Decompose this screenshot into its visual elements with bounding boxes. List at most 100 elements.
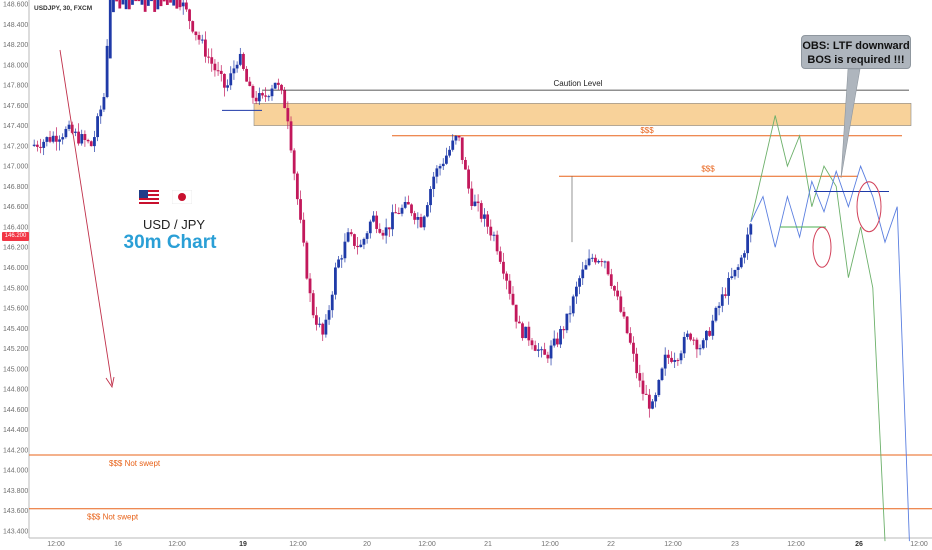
y-tick-label: 146.600	[3, 204, 28, 211]
japan-flag-icon	[171, 189, 193, 205]
candle-body	[473, 201, 477, 207]
candle-body	[365, 233, 369, 239]
candle-body	[410, 204, 413, 214]
candle-body	[216, 70, 220, 72]
candle-body	[521, 323, 524, 339]
candle-body	[105, 45, 109, 98]
candle-body	[251, 86, 255, 98]
x-tick-label: 20	[363, 541, 371, 548]
y-tick-label: 144.800	[3, 387, 28, 394]
candle-body	[552, 338, 556, 346]
candle-body	[727, 278, 731, 296]
candle-body	[229, 73, 233, 86]
y-tick-label: 146.400	[3, 224, 28, 231]
candle-body	[289, 121, 293, 151]
candle-body	[292, 150, 296, 174]
candle-body	[692, 339, 696, 341]
candle-body	[245, 68, 249, 82]
price-axis: 148.600 148.400 148.200 148.000 147.800 147.6…	[3, 2, 28, 536]
us-flag-icon	[139, 190, 159, 204]
candle-body	[391, 212, 394, 230]
candle-body	[565, 313, 569, 331]
x-tick-label: 12:00	[289, 541, 307, 548]
candle-body	[302, 219, 306, 243]
candle-body	[283, 90, 287, 109]
candle-body	[362, 238, 366, 245]
candle-body	[58, 139, 61, 142]
green-projection-path	[750, 115, 886, 542]
candle-body	[314, 315, 318, 325]
candle-body	[524, 326, 528, 339]
candle-body	[457, 135, 461, 138]
candle-body	[419, 217, 423, 228]
candle-body	[353, 234, 356, 246]
symbol-label: USDJPY, 30, FXCM	[34, 5, 93, 12]
y-tick-label: 145.200	[3, 346, 28, 353]
candle-body	[511, 293, 515, 305]
candle-body	[162, 0, 166, 2]
timeframe-title: 30m Chart	[123, 232, 217, 253]
candle-body	[194, 31, 198, 36]
candle-body	[299, 199, 302, 220]
candle-body	[387, 227, 391, 230]
candle-body	[695, 339, 699, 350]
y-tick-label: 144.400	[3, 427, 28, 434]
candle-body	[346, 232, 350, 242]
candle-body	[498, 251, 502, 262]
highlight-circle	[812, 226, 832, 268]
candle-body	[603, 261, 607, 263]
candle-body	[476, 201, 480, 204]
x-tick-label: 26	[855, 541, 863, 548]
candle-body	[172, 0, 176, 6]
candle-body	[213, 63, 217, 71]
y-tick-label: 147.600	[3, 103, 28, 110]
candle-body	[337, 259, 340, 268]
candle-body	[165, 0, 169, 5]
candle-body	[600, 261, 604, 263]
candle-body	[698, 348, 702, 350]
y-tick-label: 146.000	[3, 265, 28, 272]
candle-body	[625, 316, 629, 334]
candle-body	[257, 93, 261, 102]
x-tick-label: 12:00	[787, 541, 805, 548]
candle-body	[622, 311, 626, 317]
candle-body	[35, 144, 39, 147]
not-swept-label: $$$ Not swept	[109, 459, 161, 468]
candle-body	[470, 188, 474, 207]
candle-body	[67, 124, 71, 129]
candle-body	[454, 135, 458, 141]
down-arrow-line	[59, 49, 113, 386]
candle-body	[701, 340, 705, 349]
candle-body	[540, 349, 543, 351]
candle-body	[359, 244, 363, 248]
candle-body	[435, 168, 439, 177]
candle-body	[200, 39, 204, 41]
zones-layer	[253, 103, 912, 126]
supply-zone	[253, 103, 912, 126]
candle-body	[267, 96, 271, 98]
markup-layer	[59, 49, 889, 389]
y-tick-label: 145.000	[3, 366, 28, 373]
candle-body	[502, 261, 505, 274]
candle-body	[83, 134, 87, 141]
candle-body	[254, 97, 258, 102]
candle-body	[663, 354, 667, 369]
candle-body	[581, 269, 585, 279]
candle-body	[730, 276, 734, 279]
candle-body	[638, 373, 642, 381]
candle-body	[73, 131, 77, 133]
x-tick-label: 12:00	[664, 541, 682, 548]
candle-body	[479, 203, 483, 219]
candle-body	[80, 134, 84, 144]
candle-body	[140, 0, 144, 5]
candle-body	[679, 353, 683, 361]
candle-body	[416, 217, 420, 220]
candle-body	[673, 360, 677, 362]
candle-body	[343, 241, 347, 259]
candle-body	[112, 0, 115, 13]
candle-body	[666, 354, 670, 358]
candle-body	[89, 141, 93, 147]
not-swept-label: $$$ Not swept	[87, 513, 139, 522]
y-tick-label: 145.800	[3, 285, 28, 292]
